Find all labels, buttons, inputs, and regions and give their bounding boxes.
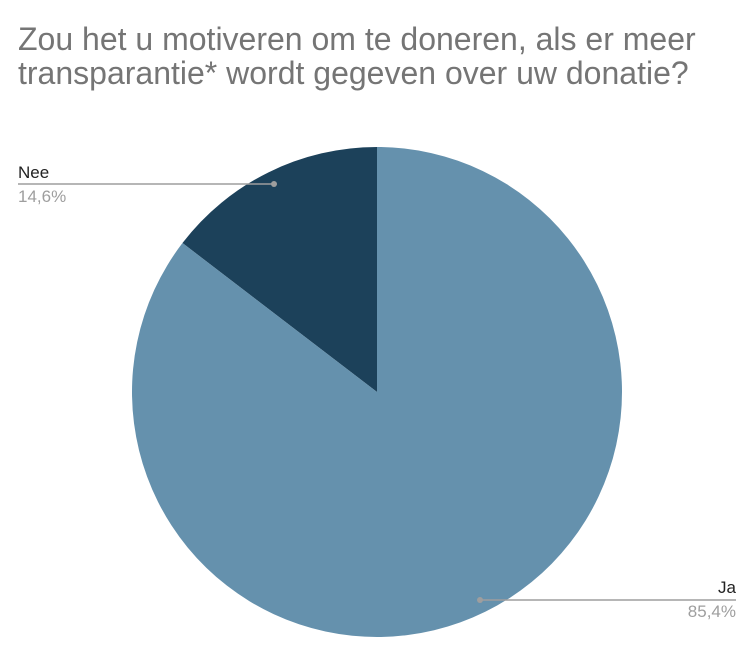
slice-label-nee: Nee xyxy=(18,163,49,182)
pie-slice-ja xyxy=(131,147,622,637)
pie-slices xyxy=(131,147,622,637)
leader-dot-nee xyxy=(271,181,277,187)
pie-slice-nee xyxy=(182,147,377,392)
chart-title: Zou het u motiveren om te doneren, als e… xyxy=(18,21,696,91)
leader-dot-ja xyxy=(477,597,483,603)
slice-label-ja: Ja xyxy=(718,578,737,597)
slice-percent-ja: 85,4% xyxy=(688,602,736,621)
pie-labels: Nee 14,6% Ja 85,4% xyxy=(18,163,737,621)
slice-percent-nee: 14,6% xyxy=(18,187,66,206)
